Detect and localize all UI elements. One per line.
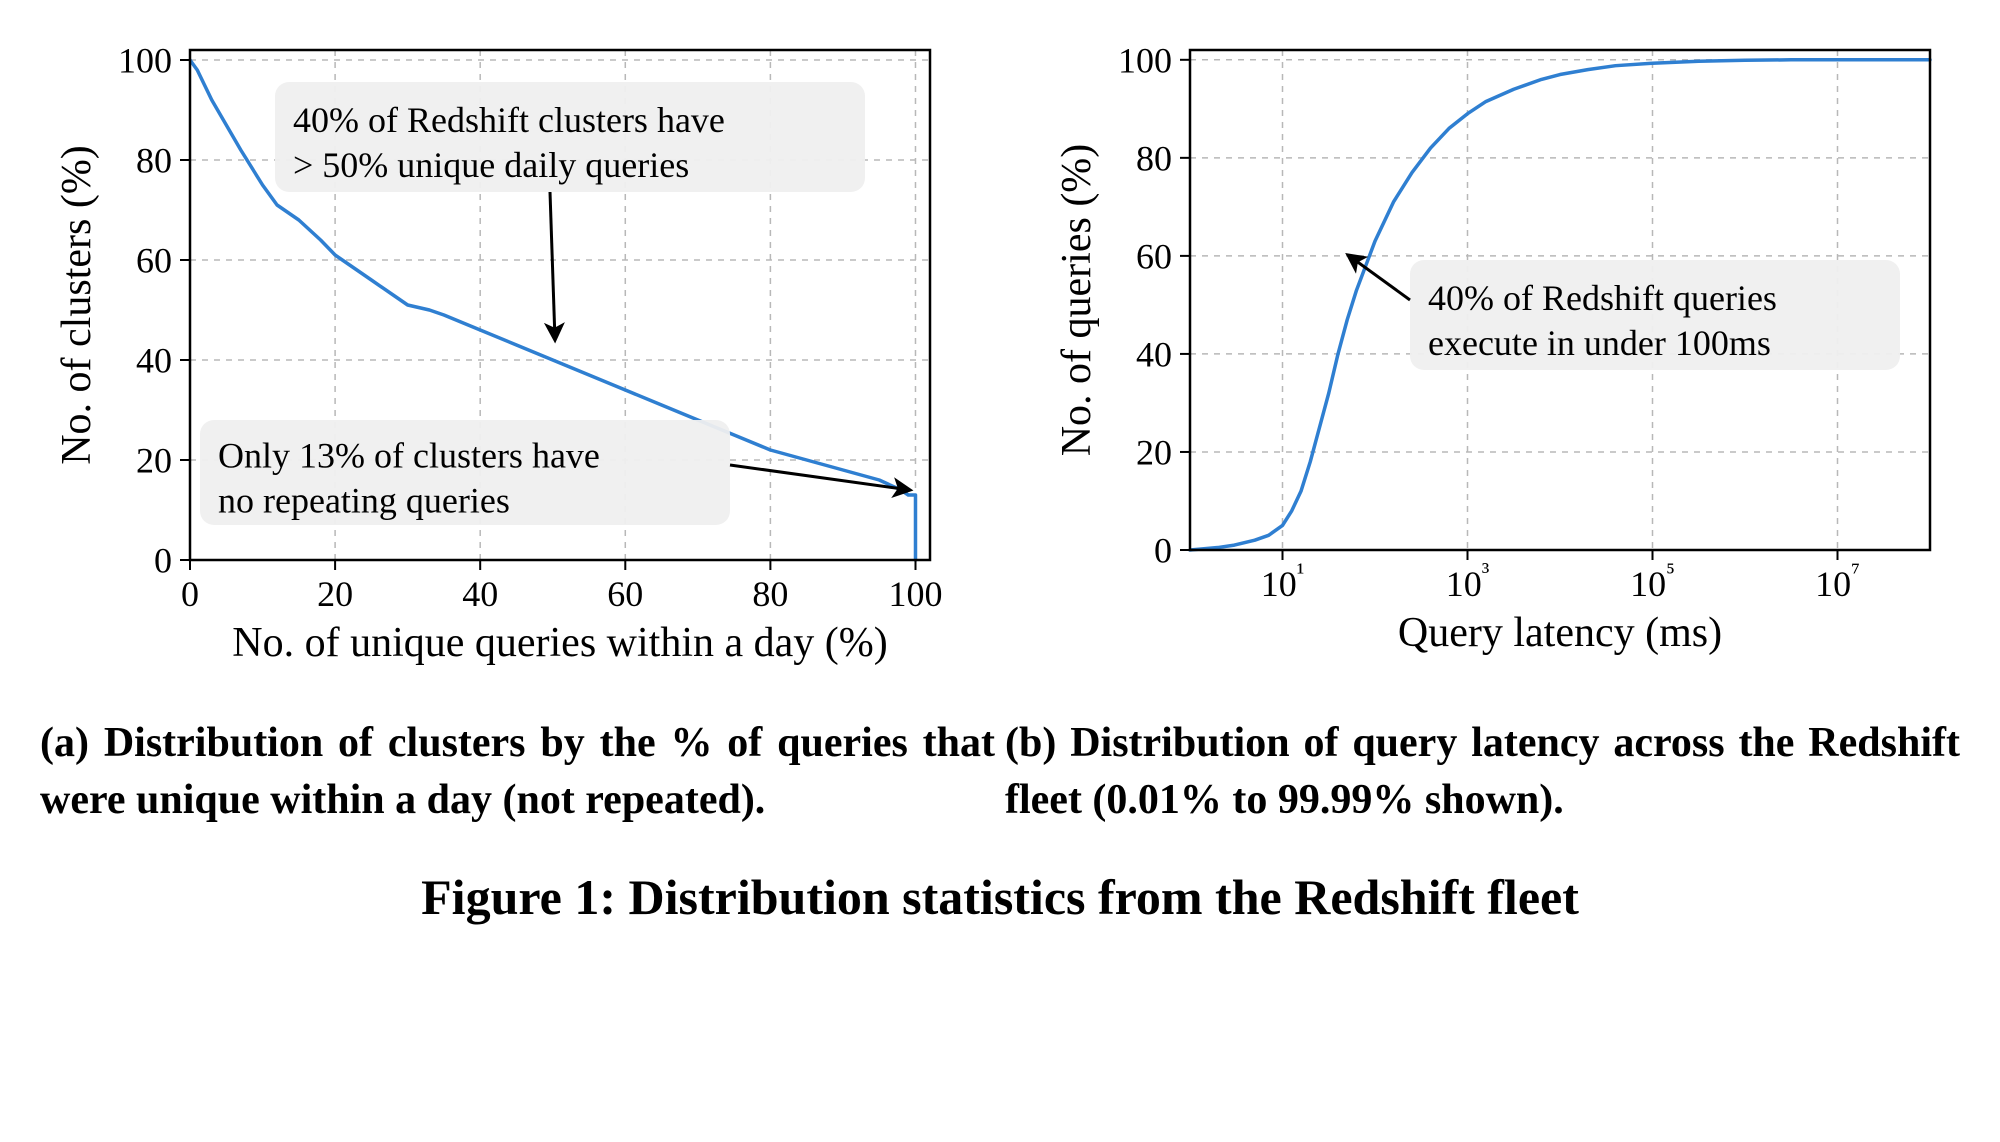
svg-text:10¹: 10¹ xyxy=(1261,559,1305,604)
svg-text:100: 100 xyxy=(1118,40,1172,80)
chart-b-panel: 10¹ 10³ 10⁵ 10⁷ 0 20 40 60 80 100 Query latency (m… xyxy=(1040,20,1960,675)
svg-text:> 50% unique daily queries: > 50% unique daily queries xyxy=(293,145,689,185)
svg-text:0: 0 xyxy=(181,574,199,614)
caption-b: (b) Distribution of query latency across… xyxy=(1005,715,1960,828)
figure-title: Figure 1: Distribution statistics from t… xyxy=(40,868,1960,926)
svg-text:10⁷: 10⁷ xyxy=(1815,559,1860,604)
svg-text:10⁵: 10⁵ xyxy=(1630,559,1675,604)
svg-text:10³: 10³ xyxy=(1446,559,1490,604)
chart-a-panel: 020406080100020406080100No. of unique qu… xyxy=(40,20,960,685)
svg-text:20: 20 xyxy=(317,574,353,614)
chart-b-svg: 10¹ 10³ 10⁵ 10⁷ 0 20 40 60 80 100 Query latency (m… xyxy=(1040,20,1960,670)
caption-a: (a) Distribution of clusters by the % of… xyxy=(40,715,995,828)
svg-text:20: 20 xyxy=(1136,433,1172,473)
chart-a-svg: 020406080100020406080100No. of unique qu… xyxy=(40,20,960,680)
svg-text:60: 60 xyxy=(607,574,643,614)
svg-text:80: 80 xyxy=(1136,138,1172,178)
svg-text:40: 40 xyxy=(136,341,172,381)
svg-text:0: 0 xyxy=(1154,531,1172,571)
svg-text:40% of Redshift queries: 40% of Redshift queries xyxy=(1428,278,1777,318)
svg-text:No. of clusters (%): No. of clusters (%) xyxy=(54,145,100,465)
svg-text:80: 80 xyxy=(752,574,788,614)
svg-text:No. of queries (%): No. of queries (%) xyxy=(1054,144,1100,457)
svg-text:Query latency (ms): Query latency (ms) xyxy=(1398,610,1722,656)
svg-text:100: 100 xyxy=(118,41,172,81)
svg-text:20: 20 xyxy=(136,441,172,481)
svg-text:60: 60 xyxy=(1136,236,1172,276)
svg-text:80: 80 xyxy=(136,141,172,181)
svg-text:40: 40 xyxy=(1136,335,1172,375)
svg-text:execute in under 100ms: execute in under 100ms xyxy=(1428,323,1771,363)
svg-text:40% of Redshift clusters have: 40% of Redshift clusters have xyxy=(293,100,725,140)
svg-text:no repeating queries: no repeating queries xyxy=(218,481,510,521)
svg-text:No. of unique queries within a: No. of unique queries within a day (%) xyxy=(232,620,888,666)
svg-text:100: 100 xyxy=(888,574,942,614)
captions-row: (a) Distribution of clusters by the % of… xyxy=(40,715,1960,828)
svg-text:60: 60 xyxy=(136,241,172,281)
svg-text:0: 0 xyxy=(154,541,172,581)
figure-container: { "figure": { "title": "Figure 1: Distri… xyxy=(0,0,2000,1142)
svg-text:Only 13% of clusters have: Only 13% of clusters have xyxy=(218,436,600,476)
svg-text:40: 40 xyxy=(462,574,498,614)
